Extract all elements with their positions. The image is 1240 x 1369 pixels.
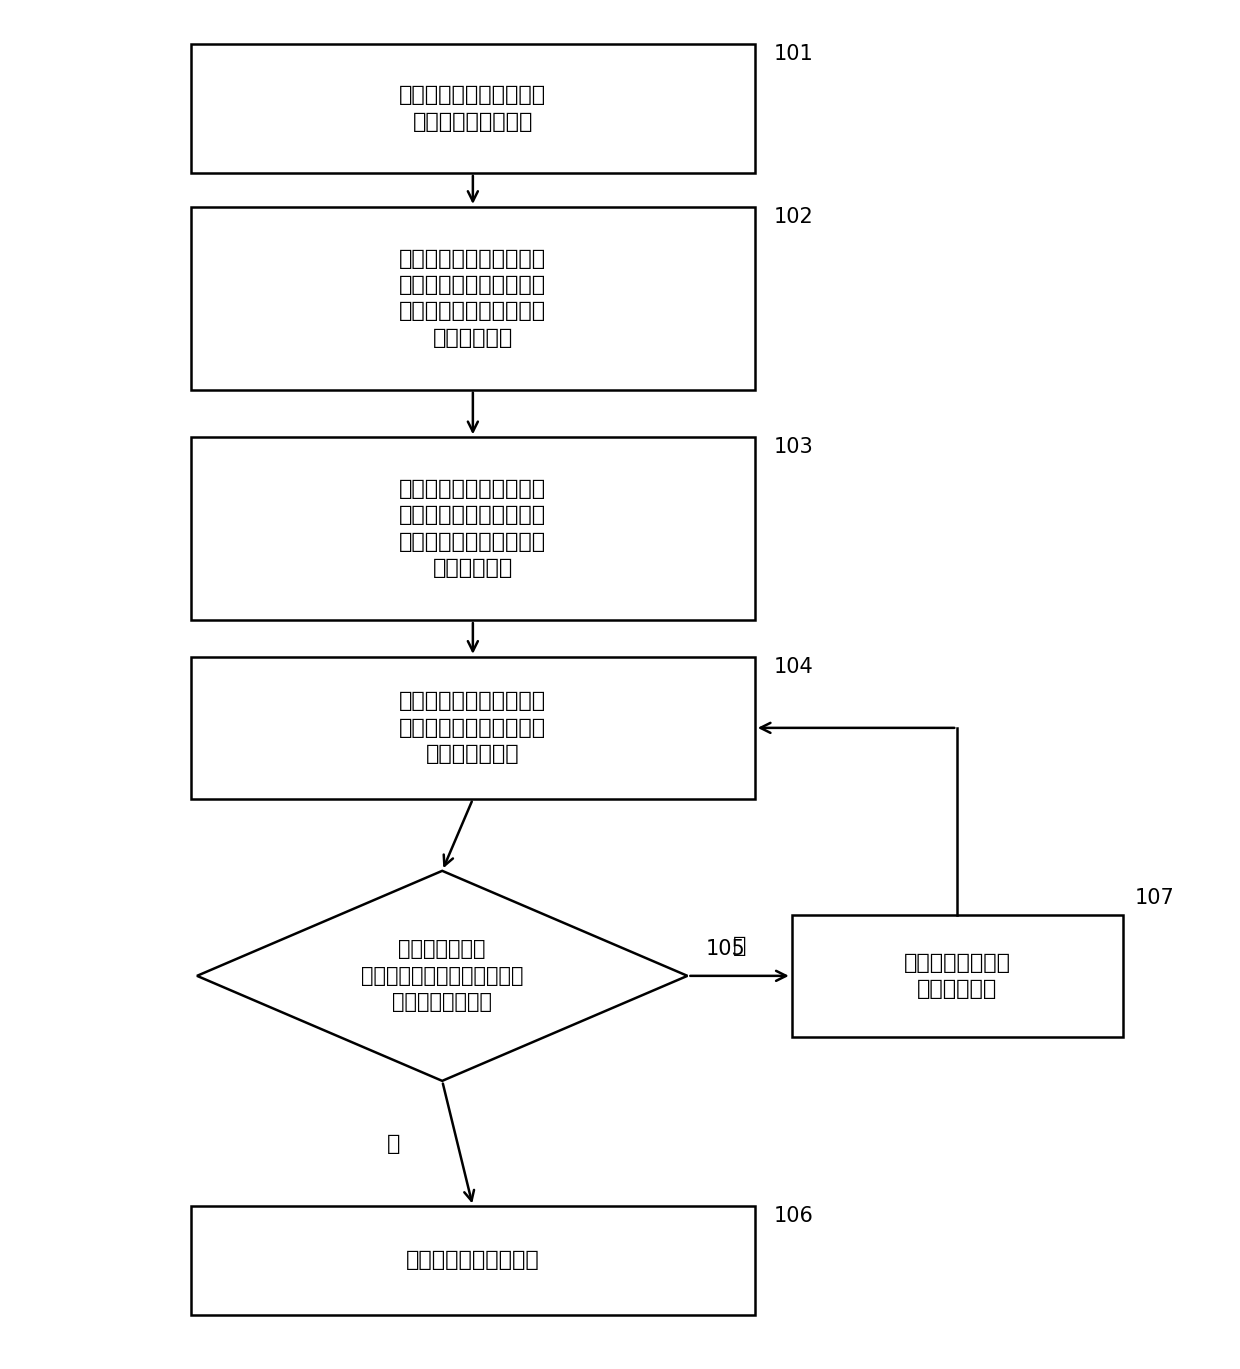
Text: 104: 104 [774,657,813,676]
FancyBboxPatch shape [791,914,1122,1036]
Text: 判断实际转向角
度与目标转向角度之间的差值
是否小于预设阈值: 判断实际转向角 度与目标转向角度之间的差值 是否小于预设阈值 [361,939,523,1012]
FancyBboxPatch shape [191,437,755,620]
Text: 获取转向控制指令，并提
取转向参考数据列表: 获取转向控制指令，并提 取转向参考数据列表 [399,85,547,131]
Text: 根据实际转向角度
修正转动圈数: 根据实际转向角度 修正转动圈数 [904,953,1011,999]
FancyBboxPatch shape [191,657,755,799]
Text: 102: 102 [774,207,813,227]
Text: 否: 否 [733,936,746,956]
Polygon shape [197,871,687,1082]
Text: 101: 101 [774,44,813,64]
Text: 是: 是 [387,1134,399,1154]
FancyBboxPatch shape [191,1206,755,1314]
Text: 103: 103 [774,437,813,457]
Text: 107: 107 [1135,888,1174,908]
FancyBboxPatch shape [191,207,755,390]
Text: 105: 105 [706,939,745,958]
Text: 在车轮执行转向操作时，
控制角度传感器检测车轮
的实际转向角度: 在车轮执行转向操作时， 控制角度传感器检测车轮 的实际转向角度 [399,691,547,764]
Text: 根据转向控制指令和转向
参考数据列表，确定目标
转向角度和相应的转向力
矩、转动圈数: 根据转向控制指令和转向 参考数据列表，确定目标 转向角度和相应的转向力 矩、转动… [399,249,547,348]
FancyBboxPatch shape [191,44,755,172]
Text: 106: 106 [774,1206,813,1227]
Text: 根据转向力矩和转动圈数
，控制电机作业，由此控
制车轮按照目标转向角度
执行转向操作: 根据转向力矩和转动圈数 ，控制电机作业，由此控 制车轮按照目标转向角度 执行转向… [399,479,547,578]
Text: 控制车轮执行回正操作: 控制车轮执行回正操作 [405,1250,539,1270]
